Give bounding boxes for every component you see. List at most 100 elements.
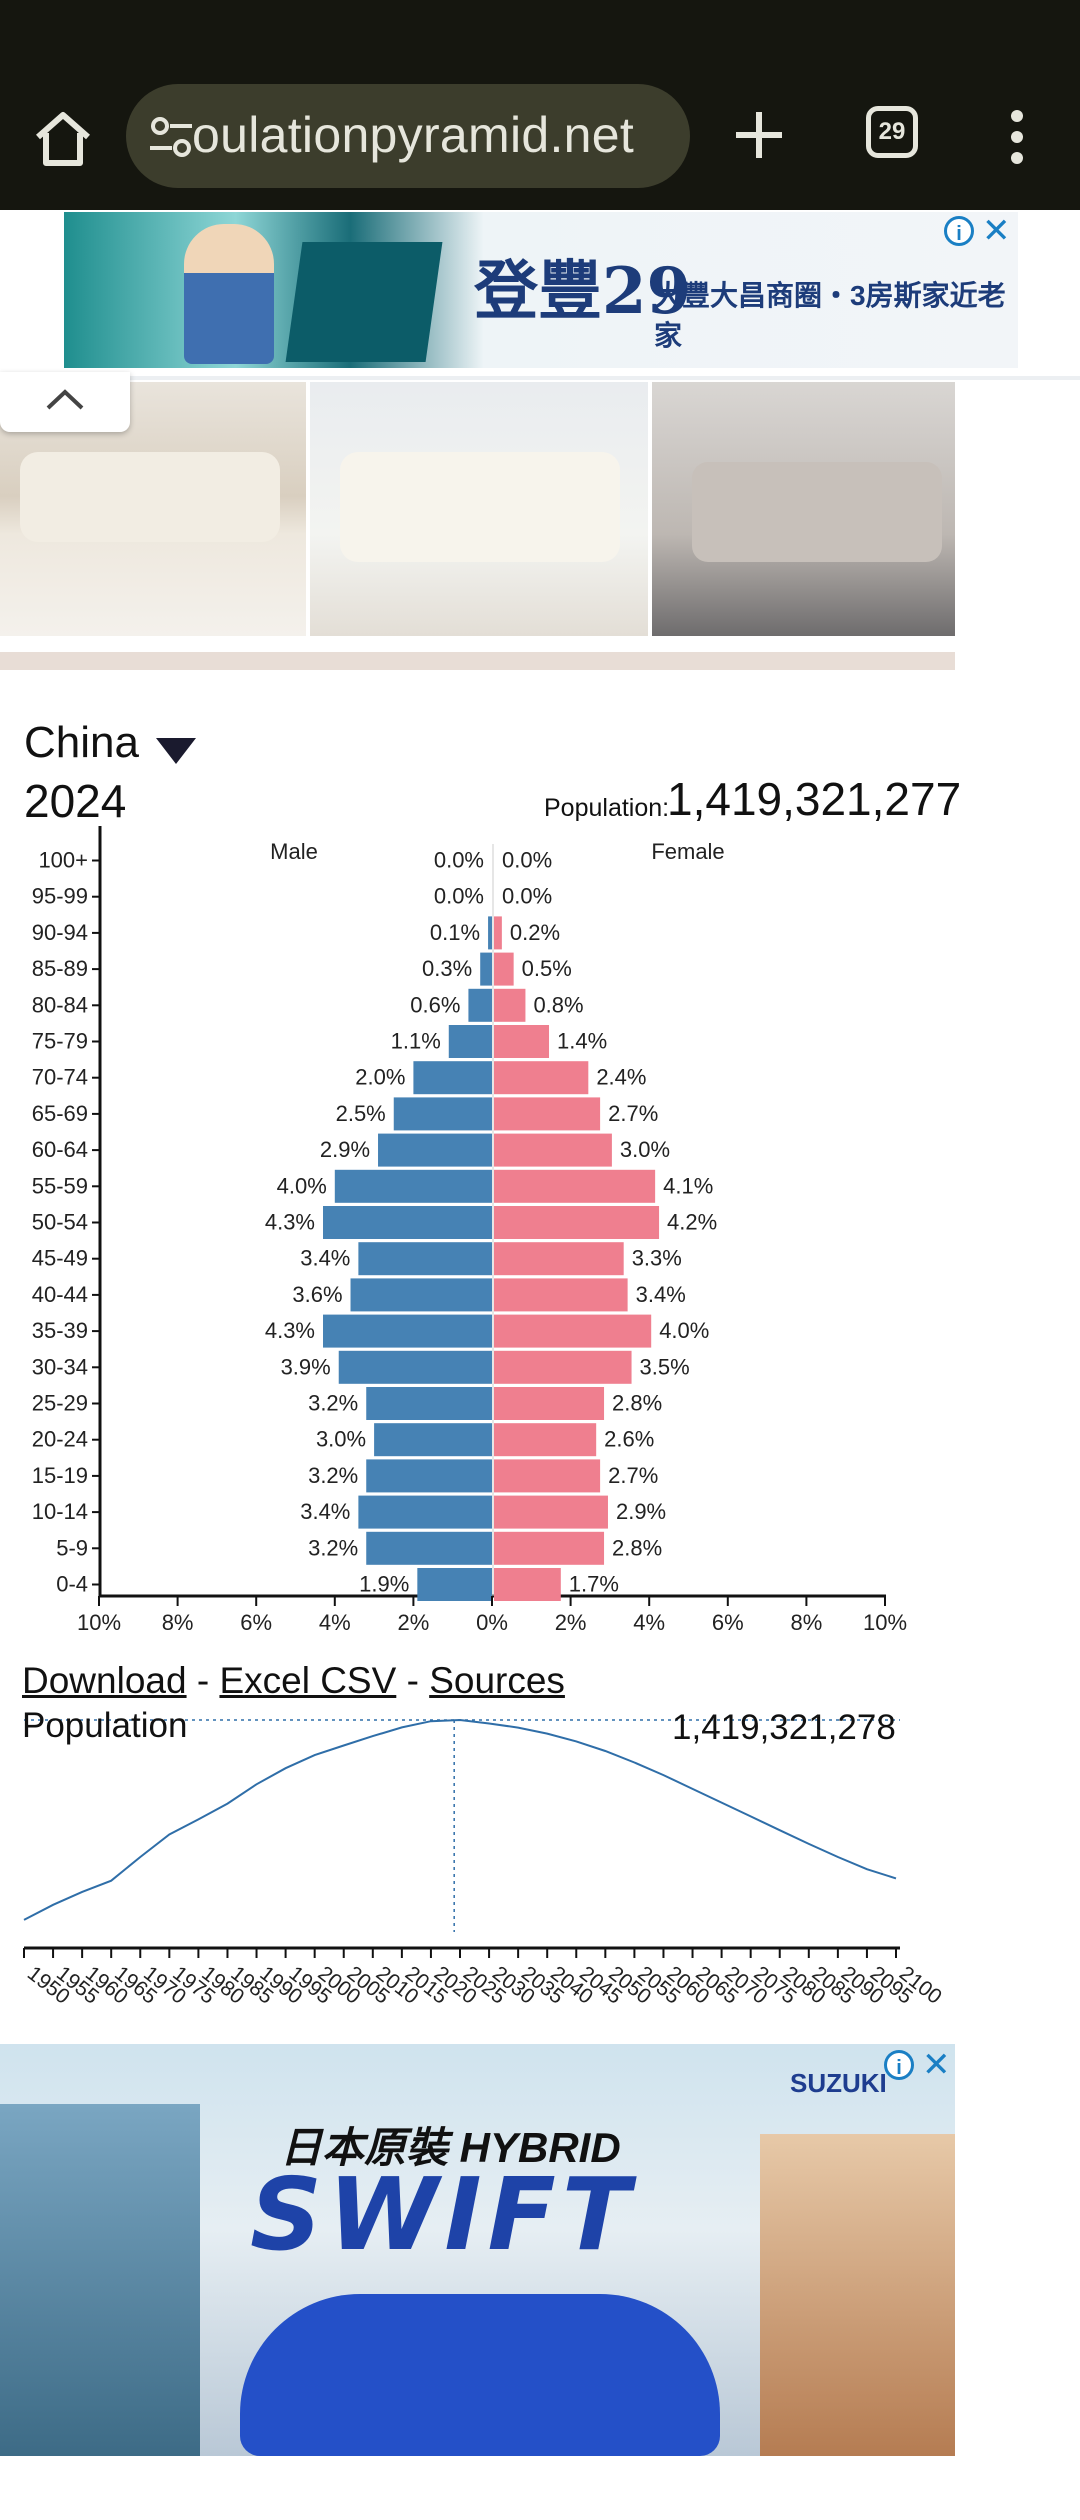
age-group-label: 10-14	[32, 1499, 88, 1524]
female-bar	[494, 1495, 608, 1529]
age-group-label: 85-89	[32, 956, 88, 981]
male-value-label: 3.2%	[308, 1535, 358, 1560]
age-group-label: 35-39	[32, 1318, 88, 1343]
ad-box-image	[285, 242, 443, 362]
female-bar	[494, 1061, 589, 1095]
sources-link[interactable]: Sources	[429, 1660, 565, 1701]
population-value: 1,419,321,277	[667, 773, 962, 825]
population-series-line	[23, 1718, 897, 1921]
x-tick-label: 8%	[162, 1610, 194, 1635]
top-banner-ad[interactable]: 登豐29 大豐大昌商圈・3房斯家近老家 i ✕	[64, 212, 1018, 368]
age-group-label: 20-24	[32, 1427, 88, 1452]
age-group-label: 60-64	[32, 1137, 88, 1162]
male-value-label: 2.9%	[320, 1137, 370, 1162]
male-bar	[338, 1350, 492, 1384]
male-value-label: 3.2%	[308, 1463, 358, 1488]
age-group-label: 95-99	[32, 884, 88, 909]
male-bar	[334, 1169, 492, 1203]
female-bar	[494, 1206, 660, 1239]
male-bar	[358, 1242, 492, 1276]
url-text: oulationpyramid.net	[192, 107, 635, 163]
age-group-label: 70-74	[32, 1065, 88, 1090]
female-value-label: 1.7%	[569, 1572, 619, 1597]
bottom-banner-ad[interactable]: 日本原裝 HYBRID SWIFT SUZUKI i ✕	[0, 2044, 955, 2456]
male-bar	[480, 952, 492, 986]
female-bar	[494, 1350, 632, 1384]
female-value-label: 1.4%	[557, 1029, 607, 1054]
age-group-label: 5-9	[56, 1535, 88, 1560]
male-value-label: 3.6%	[292, 1282, 342, 1307]
home-icon[interactable]	[30, 105, 96, 171]
male-value-label: 2.5%	[336, 1101, 386, 1126]
female-value-label: 3.5%	[640, 1354, 690, 1379]
excel-csv-link[interactable]: Excel CSV	[219, 1660, 397, 1701]
female-bar	[494, 1423, 597, 1457]
male-value-label: 0.0%	[434, 848, 484, 873]
female-bar	[494, 1133, 612, 1167]
male-bar	[448, 1025, 492, 1058]
line-chart-value: 1,419,321,278	[672, 1708, 896, 1747]
legend-male: Male	[270, 839, 318, 864]
ad-bottom-strip	[0, 652, 955, 670]
female-bar	[494, 1459, 601, 1493]
female-value-label: 3.4%	[636, 1282, 686, 1307]
age-group-label: 50-54	[32, 1210, 88, 1235]
site-settings-icon[interactable]	[148, 114, 194, 160]
male-bar	[413, 1061, 492, 1095]
age-group-label: 75-79	[32, 1029, 88, 1054]
ad-brand-word: SWIFT	[250, 2156, 637, 2273]
female-bar	[494, 1531, 605, 1565]
ad-line1: 日本原裝 HYBRID	[280, 2124, 621, 2171]
address-bar[interactable]: oulationpyramid.net	[126, 84, 690, 188]
male-value-label: 0.1%	[430, 920, 480, 945]
male-bar	[378, 1133, 492, 1167]
sofa-ad-images[interactable]	[0, 382, 955, 636]
ad-info-icon[interactable]: i	[884, 2050, 914, 2080]
male-value-label: 3.4%	[300, 1246, 350, 1271]
more-menu-icon[interactable]	[1000, 108, 1034, 166]
population-line-chart[interactable]: 1950195519601965197019751980198519901995…	[0, 1700, 1080, 2020]
female-bar	[494, 1278, 628, 1312]
male-value-label: 1.9%	[359, 1572, 409, 1597]
male-bar	[417, 1568, 492, 1601]
female-value-label: 2.4%	[596, 1065, 646, 1090]
age-group-label: 55-59	[32, 1173, 88, 1198]
male-bar	[323, 1206, 492, 1239]
x-tick-label: 10%	[77, 1610, 121, 1635]
female-value-label: 2.7%	[608, 1463, 658, 1488]
female-value-label: 4.1%	[663, 1173, 713, 1198]
male-value-label: 4.0%	[277, 1173, 327, 1198]
ad-close-icon[interactable]: ✕	[922, 2046, 951, 2084]
age-group-label: 40-44	[32, 1282, 88, 1307]
ad-city-image	[0, 2104, 200, 2456]
tab-switcher-button[interactable]: 29	[866, 106, 918, 158]
male-value-label: 0.6%	[410, 992, 460, 1017]
male-value-label: 3.2%	[308, 1391, 358, 1416]
country-select[interactable]: China	[24, 718, 139, 767]
collapse-ad-button[interactable]	[0, 372, 130, 432]
ad-info-icon[interactable]: i	[944, 216, 974, 246]
new-tab-icon[interactable]	[730, 106, 788, 164]
ad-car-image	[240, 2294, 720, 2456]
download-link[interactable]: Download	[22, 1660, 187, 1701]
ad-close-icon[interactable]: ✕	[982, 212, 1011, 250]
x-tick-label: 8%	[791, 1610, 823, 1635]
female-value-label: 0.5%	[522, 956, 572, 981]
ad-subtitle: 大豐大昌商圈・3房斯家近老家	[654, 280, 1006, 351]
male-value-label: 0.0%	[434, 884, 484, 909]
ad-sofa-image-2	[310, 382, 648, 636]
female-value-label: 3.0%	[620, 1137, 670, 1162]
x-tick-label: 4%	[319, 1610, 351, 1635]
population-label: Population:	[544, 794, 670, 822]
browser-toolbar: oulationpyramid.net 29	[0, 0, 1080, 210]
male-bar	[366, 1387, 492, 1420]
female-value-label: 0.0%	[502, 848, 552, 873]
female-value-label: 3.3%	[632, 1246, 682, 1271]
caret-down-icon[interactable]	[156, 738, 196, 764]
female-bar	[494, 1387, 605, 1420]
female-value-label: 2.6%	[604, 1427, 654, 1452]
male-value-label: 3.4%	[300, 1499, 350, 1524]
male-value-label: 2.0%	[355, 1065, 405, 1090]
x-tick-label: 2%	[555, 1610, 587, 1635]
population-pyramid-chart: Male Female 100+ 0.0% 0.0% 95-99 0.0% 0.0% 90-94…	[32, 826, 907, 1635]
